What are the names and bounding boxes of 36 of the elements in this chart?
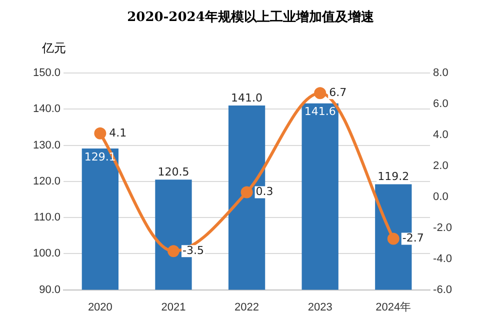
data-label: 120.5	[158, 165, 190, 178]
point	[240, 186, 253, 198]
y2-tick-label: 4.0	[433, 128, 448, 141]
chart-title: 2020-2024年规模以上工业增加值及增速	[126, 9, 375, 26]
y2-tick-label: -6.0	[433, 284, 452, 296]
y-tick-label: 140.0	[32, 103, 61, 116]
point	[387, 232, 400, 245]
x-tick-label: 2022	[234, 301, 260, 314]
data-label: 0.3	[256, 185, 274, 198]
x-tick-label: 2024年	[376, 301, 412, 314]
y-tick-label: 100.0	[32, 248, 61, 260]
point	[314, 87, 326, 100]
point	[94, 127, 106, 140]
data-label: -3.5	[182, 244, 204, 257]
y-tick-label: 130.0	[32, 139, 61, 152]
x-tick-label: 2023	[308, 301, 332, 314]
y2-tick-label: -4.0	[433, 252, 452, 265]
data-label: 141.6	[304, 105, 336, 118]
data-label: 119.2	[378, 170, 410, 184]
y2-tick-label: 2.0	[433, 160, 448, 172]
y-tick-label: 90.0	[39, 284, 61, 296]
data-label: 6.7	[329, 86, 347, 99]
y-tick-label: 150.0	[32, 67, 61, 80]
y-tick-label: 110.0	[34, 212, 61, 224]
data-label: -2.7	[402, 232, 424, 245]
y-tick-label: 120.0	[32, 175, 61, 188]
x-tick-label: 2021	[161, 301, 186, 314]
data-label: 4.1	[109, 126, 127, 140]
y2-tick-label: 0.0	[433, 190, 448, 203]
y2-tick-label: 8.0	[433, 67, 448, 80]
y2-tick-label: 6.0	[433, 98, 448, 110]
y2-tick-label: -2.0	[433, 222, 452, 234]
y-axis-title: 亿元	[42, 40, 66, 57]
point	[167, 245, 180, 258]
data-label: 141.0	[231, 91, 263, 104]
x-tick-label: 2020	[88, 301, 112, 314]
